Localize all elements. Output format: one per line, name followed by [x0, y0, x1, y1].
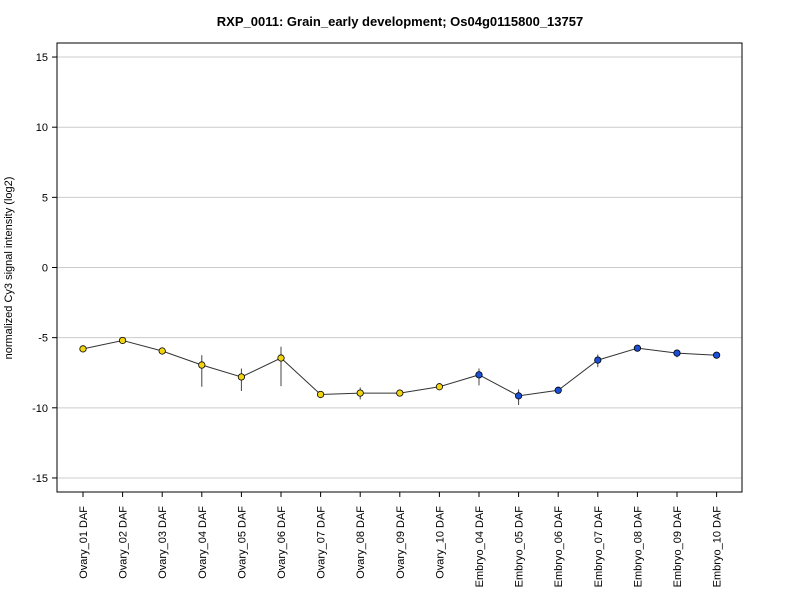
y-axis-label: normalized Cy3 signal intensity (log2)	[3, 177, 15, 360]
data-point	[514, 392, 523, 400]
data-point	[475, 371, 483, 379]
series-line	[82, 339, 717, 397]
x-tick-label: Ovary_04 DAF	[197, 506, 209, 579]
grid-lines	[57, 56, 742, 479]
x-tick-label: Embryo_08 DAF	[632, 506, 644, 588]
x-tick-label: Ovary_02 DAF	[118, 506, 130, 579]
x-tick-label: Embryo_05 DAF	[514, 506, 526, 588]
data-point	[119, 336, 127, 345]
y-tick-label: -15	[32, 473, 48, 485]
x-tick-label: Ovary_06 DAF	[276, 506, 288, 579]
data-point	[554, 386, 562, 394]
x-tick-label: Ovary_07 DAF	[316, 506, 328, 579]
data-point	[237, 373, 245, 381]
y-tick-label: 10	[36, 122, 48, 134]
x-tick-label: Ovary_01 DAF	[78, 506, 90, 579]
data-point	[673, 349, 681, 357]
data-point	[396, 389, 404, 397]
data-point	[633, 344, 642, 352]
x-tick-label: Embryo_09 DAF	[672, 506, 684, 588]
data-point	[594, 356, 602, 364]
data-points	[79, 336, 721, 400]
y-tick-label: 5	[42, 192, 48, 204]
x-tick-label: Embryo_07 DAF	[593, 506, 605, 588]
data-point	[277, 354, 285, 362]
error-bars	[201, 346, 678, 406]
y-tick-label: 0	[42, 263, 48, 275]
data-point	[712, 351, 721, 359]
data-point	[316, 390, 325, 399]
data-point	[158, 347, 166, 355]
x-tick-label: Ovary_05 DAF	[236, 506, 248, 579]
x-tick-label: Ovary_08 DAF	[355, 506, 367, 579]
x-tick-label: Ovary_09 DAF	[395, 506, 407, 579]
y-axis: -15 -10 -5 0 5 10 15	[32, 52, 57, 485]
data-point	[435, 383, 443, 391]
y-tick-label: -10	[32, 403, 48, 415]
x-tick-label: Ovary_10 DAF	[434, 506, 446, 579]
x-axis: Ovary_01 DAF Ovary_02 DAF Ovary_03 DAF Ovar…	[78, 492, 724, 587]
x-tick-label: Embryo_04 DAF	[474, 506, 486, 588]
data-point	[198, 361, 206, 369]
y-tick-label: -5	[38, 333, 48, 345]
x-tick-label: Embryo_10 DAF	[712, 506, 724, 588]
data-point	[79, 345, 87, 353]
y-tick-label: 15	[36, 52, 48, 64]
x-tick-label: Embryo_06 DAF	[553, 506, 565, 588]
data-point	[356, 389, 364, 397]
x-tick-label: Ovary_03 DAF	[157, 506, 169, 579]
chart-title: RXP_0011: Grain_early development; Os04g…	[217, 14, 583, 29]
